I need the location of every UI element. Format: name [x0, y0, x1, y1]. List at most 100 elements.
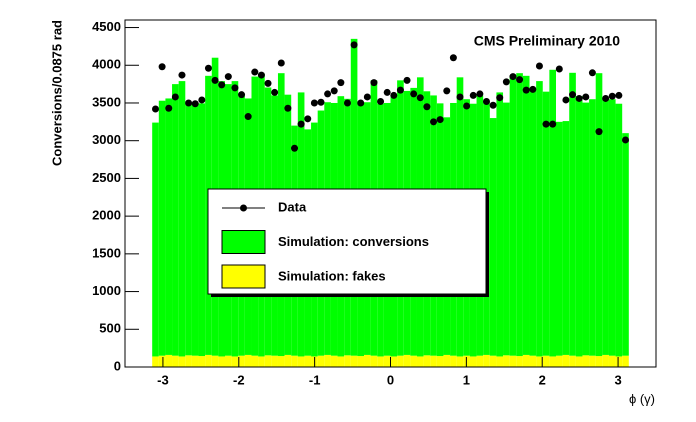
data-point	[171, 93, 179, 101]
bar	[178, 81, 186, 357]
data-point	[396, 86, 404, 94]
y-tick-label: 0	[114, 358, 121, 373]
bar	[158, 100, 166, 356]
bar	[503, 355, 510, 367]
bar	[277, 356, 285, 367]
data-point	[436, 116, 444, 124]
data-point	[542, 120, 550, 128]
bar	[377, 356, 384, 367]
bar	[185, 102, 192, 356]
data-point	[469, 91, 477, 99]
data-point	[509, 73, 517, 81]
bar	[589, 355, 596, 367]
bar	[562, 121, 570, 355]
bar	[178, 356, 186, 367]
data-point	[602, 94, 610, 102]
bar	[549, 69, 556, 357]
data-point	[291, 144, 299, 152]
y-tick-label: 4000	[92, 57, 121, 72]
y-tick-label: 2500	[92, 170, 121, 185]
data-point	[238, 91, 246, 99]
bar	[337, 356, 345, 367]
y-tick-label: 3000	[92, 132, 121, 147]
bar	[582, 102, 590, 356]
bar	[383, 355, 391, 367]
bar	[602, 98, 609, 355]
data-point	[357, 99, 365, 107]
data-point	[615, 91, 623, 99]
y-tick-label: 1500	[92, 245, 121, 260]
bar	[172, 84, 179, 356]
bar	[509, 76, 517, 356]
bar	[569, 72, 576, 356]
bar	[615, 356, 623, 367]
data-point	[582, 93, 590, 101]
data-point	[264, 79, 272, 87]
data-point	[218, 81, 226, 89]
bar	[423, 355, 431, 367]
bar	[244, 354, 252, 367]
bar	[172, 355, 179, 367]
bar	[503, 102, 510, 356]
data-point	[304, 115, 312, 123]
bar	[304, 355, 312, 367]
data-point	[403, 76, 411, 84]
bar	[225, 355, 232, 367]
bar	[198, 103, 206, 357]
data-point	[608, 92, 616, 100]
y-tick-label: 4500	[92, 19, 121, 34]
legend-swatch	[221, 230, 266, 254]
data-point	[165, 104, 173, 112]
bar	[509, 355, 517, 367]
data-point	[251, 68, 259, 76]
bar	[522, 75, 530, 355]
data-point	[496, 94, 504, 102]
data-point	[244, 113, 252, 121]
bar	[410, 355, 417, 367]
x-tick-label: 3	[614, 372, 621, 387]
data-point	[185, 99, 193, 107]
bar	[357, 356, 365, 367]
legend-swatch	[221, 264, 266, 289]
bar	[542, 355, 550, 367]
bar	[595, 73, 603, 357]
y-tick-label: 2000	[92, 208, 121, 223]
legend-label: Simulation: fakes	[278, 268, 386, 283]
y-tick-label: 3500	[92, 94, 121, 109]
x-tick-label: -1	[309, 372, 321, 387]
data-point	[271, 88, 279, 96]
data-point	[443, 87, 451, 95]
data-point	[416, 94, 424, 102]
x-tick-label: 0	[387, 372, 394, 387]
bar	[258, 356, 265, 367]
bar	[390, 356, 398, 367]
data-point	[383, 88, 391, 96]
data-point	[370, 79, 378, 87]
data-point	[178, 71, 186, 79]
data-point	[502, 78, 510, 86]
bar	[489, 118, 497, 356]
bar	[297, 356, 305, 367]
bar	[595, 356, 603, 367]
bar	[529, 355, 537, 367]
bar	[430, 355, 437, 367]
legend-label: Simulation: conversions	[278, 234, 429, 249]
data-point	[430, 118, 438, 126]
legend-marker	[240, 204, 247, 212]
bar	[218, 356, 226, 367]
data-point	[522, 86, 530, 94]
data-point	[204, 64, 212, 72]
bar	[516, 73, 523, 357]
bar	[615, 103, 623, 357]
data-point	[489, 101, 497, 109]
bar	[456, 356, 464, 367]
bar	[582, 355, 590, 367]
x-tick-label: -2	[233, 372, 245, 387]
data-point	[390, 91, 398, 99]
bar	[152, 356, 159, 367]
data-point	[569, 91, 577, 99]
bar	[542, 91, 550, 356]
data-point	[277, 59, 285, 67]
y-tick-label: 500	[99, 321, 121, 336]
bar	[589, 99, 596, 356]
